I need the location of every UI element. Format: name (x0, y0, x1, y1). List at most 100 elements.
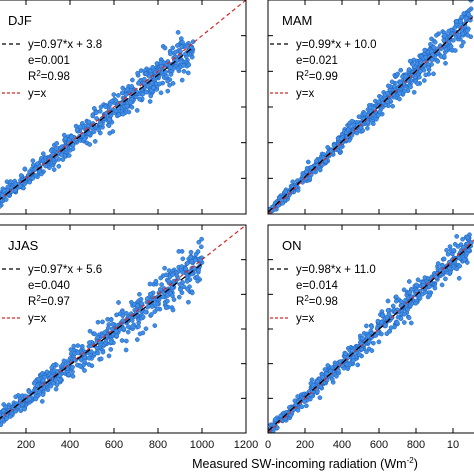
data-point (115, 93, 121, 98)
data-point (177, 281, 183, 287)
data-point (139, 301, 145, 306)
data-point (179, 77, 185, 83)
data-point (51, 167, 57, 172)
data-point (413, 300, 419, 306)
data-point (0, 422, 4, 428)
data-point (129, 318, 135, 323)
legend-fit-label: y=0.99*x + 10.0 (296, 39, 377, 51)
data-point (168, 72, 174, 77)
data-point (370, 121, 376, 127)
legend-fit-label: y=0.97*x + 3.8 (28, 39, 102, 51)
data-point (350, 358, 356, 364)
data-point (181, 63, 186, 68)
legend-fit-label: y=0.97*x + 5.6 (28, 264, 102, 276)
data-point (305, 159, 311, 165)
data-point (27, 169, 32, 174)
fit-line (0, 263, 203, 420)
data-point (40, 378, 46, 383)
data-point (97, 108, 103, 114)
data-point (167, 82, 172, 88)
data-point (448, 44, 454, 49)
x-tick-label: 600 (370, 439, 388, 451)
data-point (162, 45, 168, 51)
data-point (130, 77, 135, 83)
data-point (53, 386, 59, 392)
data-point (129, 84, 135, 89)
data-point (4, 179, 10, 185)
data-point (143, 71, 149, 77)
data-point (129, 324, 135, 330)
data-point (160, 294, 166, 300)
data-point (186, 299, 191, 305)
data-point (140, 91, 146, 97)
data-point (3, 197, 9, 202)
data-point (401, 287, 407, 293)
data-point (44, 369, 50, 375)
data-point (183, 51, 188, 57)
data-point (87, 340, 92, 345)
data-point (406, 67, 412, 72)
data-point (351, 122, 357, 128)
data-point (61, 358, 67, 364)
data-point (189, 290, 195, 296)
data-point (458, 19, 464, 24)
data-point (153, 278, 159, 284)
legend-identity-label: y=x (296, 313, 314, 325)
data-point (278, 413, 284, 419)
data-point (22, 406, 27, 412)
data-point (39, 171, 44, 177)
data-point (405, 307, 410, 312)
data-point (366, 339, 372, 345)
data-point (421, 78, 427, 83)
data-point (1, 188, 7, 193)
x-tick-label: 400 (61, 439, 79, 451)
data-point (66, 153, 72, 158)
data-point (119, 338, 125, 343)
data-point (295, 187, 301, 193)
data-point (454, 19, 459, 24)
data-point (463, 15, 469, 21)
data-point (376, 112, 381, 118)
data-point (456, 32, 462, 38)
data-point (57, 377, 63, 383)
data-point (70, 364, 75, 370)
data-point (466, 247, 472, 253)
data-point (272, 417, 278, 422)
data-point (149, 312, 154, 317)
data-point (106, 123, 112, 129)
data-point (107, 117, 112, 122)
data-point (1, 408, 7, 414)
data-point (54, 146, 59, 151)
data-point (465, 32, 470, 38)
data-point (12, 181, 18, 187)
data-point (137, 96, 142, 102)
data-point (185, 260, 190, 266)
data-point (93, 110, 99, 116)
data-point (171, 297, 177, 302)
data-point (50, 380, 56, 386)
data-point (192, 257, 198, 263)
x-tick-label: 400 (333, 439, 351, 451)
data-point (379, 313, 385, 319)
x-tick-label: 600 (105, 439, 123, 451)
data-point (0, 192, 5, 198)
data-point (124, 338, 129, 344)
data-point (107, 130, 113, 136)
data-point (96, 127, 102, 133)
data-point (418, 60, 424, 65)
data-point (383, 323, 388, 329)
data-point (431, 45, 437, 50)
data-point (140, 314, 146, 320)
data-point (91, 129, 97, 135)
data-point (439, 282, 445, 288)
data-point (116, 300, 121, 305)
data-point (3, 404, 8, 410)
data-point (355, 362, 361, 368)
data-point (103, 104, 109, 110)
data-point (443, 276, 448, 282)
data-point (120, 111, 126, 117)
data-point (199, 236, 204, 242)
data-point (408, 320, 414, 326)
data-point (369, 324, 375, 330)
data-point (158, 90, 164, 96)
